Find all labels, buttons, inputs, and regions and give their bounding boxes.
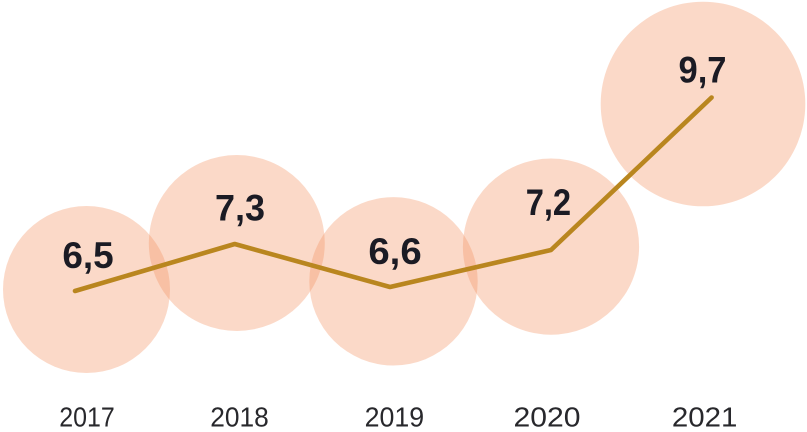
- x-axis-labels: 2017 2018 2019 2020 2021: [59, 401, 737, 432]
- x-tick-2018: 2018: [210, 401, 269, 432]
- x-tick-2017: 2017: [59, 401, 115, 432]
- value-label-2021: 9,7: [679, 50, 727, 91]
- bubble-series: [3, 1, 806, 373]
- value-label-2018: 7,3: [215, 188, 265, 229]
- value-labels: 6,5 7,3 6,6 7,2 9,7: [62, 50, 726, 276]
- value-label-2019: 6,6: [368, 231, 421, 272]
- bubble-2019: [309, 197, 478, 366]
- trend-line: [72, 95, 714, 294]
- x-tick-2019: 2019: [365, 401, 425, 432]
- x-tick-2020: 2020: [514, 401, 581, 432]
- bubble-2020: [462, 158, 640, 335]
- value-label-2017: 6,5: [62, 235, 113, 276]
- value-label-2020: 7,2: [526, 182, 571, 223]
- x-tick-2021: 2021: [672, 401, 738, 432]
